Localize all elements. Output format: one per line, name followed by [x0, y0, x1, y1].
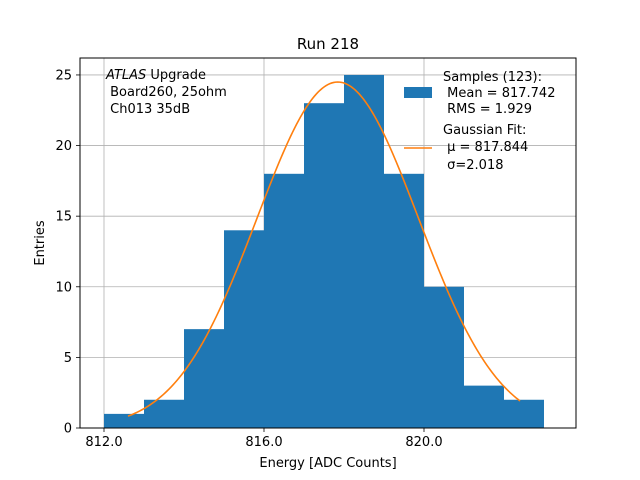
- x-tick-label: 812.0: [85, 435, 122, 450]
- annotation-box: ATLAS Upgrade Board260, 25ohm Ch013 35dB: [105, 68, 227, 117]
- bars-layer: [104, 74, 544, 428]
- plot-frame: [79, 57, 577, 429]
- x-axis-label: Energy [ADC Counts]: [259, 456, 396, 471]
- histogram-bar: [384, 173, 424, 428]
- histogram-bar: [424, 286, 464, 428]
- annotation-line-2: Board260, 25ohm: [106, 85, 227, 100]
- y-tick-label: 5: [64, 351, 72, 366]
- chart-title: Run 218: [297, 35, 359, 53]
- gaussian-fit-line: [127, 81, 521, 417]
- legend-samples-mean: Mean = 817.742: [443, 86, 555, 101]
- legend-swatch-samples: [404, 87, 432, 98]
- ticks-layer: 812.0 816.0 820.0 0 5 10 15 20 25: [55, 68, 442, 450]
- histogram-bar: [264, 173, 304, 428]
- annotation-line-3: Ch013 35dB: [106, 102, 190, 117]
- legend: Samples (123): Mean = 817.742 RMS = 1.92…: [404, 70, 555, 173]
- y-tick-label: 20: [55, 139, 72, 154]
- histogram-bar: [344, 74, 384, 428]
- legend-fit-title: Gaussian Fit:: [443, 123, 526, 138]
- y-tick-label: 0: [64, 422, 72, 437]
- annotation-italic: ATLAS: [105, 68, 146, 83]
- histogram-bar: [464, 385, 504, 428]
- legend-fit-sigma: σ=2.018: [443, 158, 503, 173]
- annotation-rest: Upgrade: [146, 68, 206, 83]
- legend-samples-title: Samples (123):: [443, 70, 542, 85]
- legend-fit-mu: μ = 817.844: [443, 140, 528, 155]
- y-tick-label: 15: [55, 210, 72, 225]
- histogram-bar: [304, 103, 344, 428]
- histogram-bar: [184, 329, 224, 428]
- y-tick-label: 25: [55, 68, 72, 83]
- x-tick-label: 816.0: [245, 435, 282, 450]
- x-tick-label: 820.0: [405, 435, 442, 450]
- legend-samples-rms: RMS = 1.929: [443, 102, 532, 117]
- histogram-bar: [504, 399, 544, 428]
- annotation-line-1: ATLAS Upgrade: [105, 68, 206, 83]
- histogram-bar: [104, 413, 144, 428]
- y-tick-label: 10: [55, 280, 72, 295]
- y-axis-label: Entries: [33, 220, 48, 266]
- fit-layer: [127, 81, 521, 417]
- histogram-bar: [224, 230, 264, 428]
